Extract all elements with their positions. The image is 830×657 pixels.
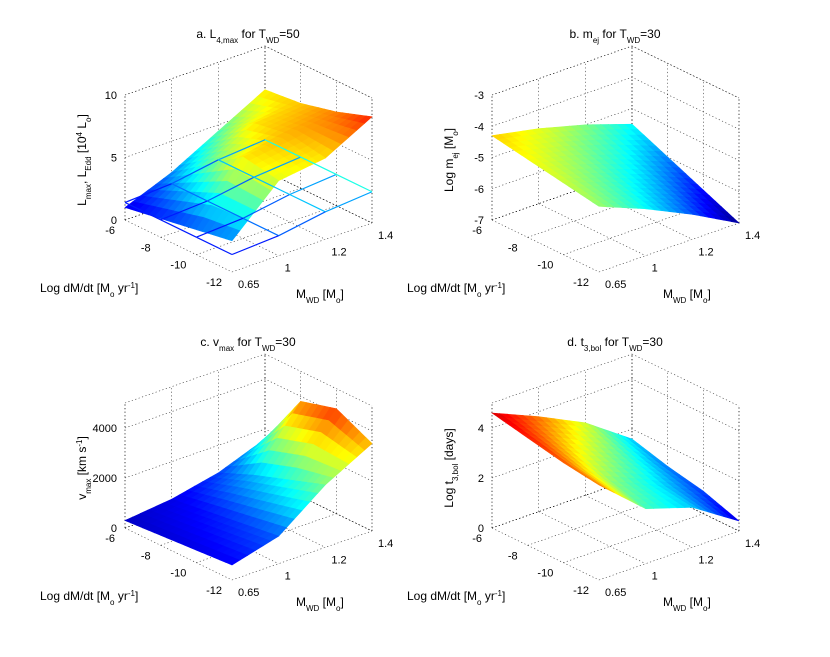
- x-tick-label: -10: [170, 260, 186, 272]
- y-tick-label: 1.2: [698, 554, 713, 566]
- panel-title: d. t3,bol for TWD=30: [567, 335, 663, 353]
- panel-4: 0 2 4 -6 -8 -10 -12 0.65 1 1.2 1.4 Log dM/dt [Mo yr…: [407, 335, 760, 613]
- z-axis-label: Log t3,bol [days]: [442, 428, 460, 507]
- x-axis-label: Log dM/dt [Mo yr-1]: [407, 281, 505, 299]
- panel-1: 0 5 10 -6 -8 -10 -12 0.65 1 1.2 1.4 Log dM/dt [Mo y…: [40, 27, 393, 305]
- x-tick-label: -6: [472, 225, 482, 237]
- z-tick-label: -4: [474, 121, 484, 133]
- x-tick-label: -6: [105, 225, 115, 237]
- x-tick-label: -8: [508, 550, 518, 562]
- y-tick-label: 1.2: [331, 246, 346, 258]
- x-axis-label: Log dM/dt [Mo yr-1]: [40, 589, 138, 607]
- surface: [490, 412, 740, 522]
- panel-title: c. vmax for TWD=30: [200, 335, 296, 353]
- y-tick-label: 1.2: [698, 246, 713, 258]
- z-tick-label: -7: [474, 215, 484, 227]
- z-tick-label: 2: [478, 473, 484, 485]
- x-tick-label: -12: [573, 585, 589, 597]
- x-tick-label: -6: [472, 533, 482, 545]
- z-tick-label: -5: [474, 153, 484, 165]
- x-tick-label: -8: [141, 242, 151, 254]
- eddington-mesh: [124, 139, 373, 256]
- surface-patch: [225, 557, 241, 566]
- surface: [124, 400, 373, 566]
- y-tick-label: 1.4: [378, 230, 393, 242]
- y-axis-label: MWD [Mo]: [296, 595, 344, 613]
- x-tick-label: -12: [573, 277, 589, 289]
- y-tick-label: 1.2: [331, 554, 346, 566]
- z-tick-label: -6: [474, 184, 484, 196]
- panel-title: b. mej for TWD=30: [569, 27, 660, 45]
- x-tick-label: -12: [206, 277, 222, 289]
- z-tick-label: 0: [111, 215, 117, 227]
- panel-title: a. L4,max for TWD=50: [196, 27, 300, 45]
- y-axis-label: MWD [Mo]: [296, 287, 344, 305]
- z-axis-label: Log mej [Mo]: [442, 128, 460, 192]
- x-tick-label: -8: [141, 550, 151, 562]
- y-axis-label: MWD [Mo]: [663, 595, 711, 613]
- y-tick-label: 0.65: [238, 279, 259, 291]
- tick-labels: 0 2000 4000 -6 -8 -10 -12 0.65 1 1.2 1.4: [93, 423, 394, 599]
- y-tick-label: 0.65: [605, 587, 626, 599]
- y-tick-label: 1: [652, 263, 658, 275]
- y-axis-label: MWD [Mo]: [663, 287, 711, 305]
- x-tick-label: -10: [170, 568, 186, 580]
- y-tick-label: 1.4: [378, 538, 393, 550]
- tick-labels: 0 5 10 -6 -8 -10 -12 0.65 1 1.2 1.4: [105, 90, 394, 291]
- z-tick-label: -3: [474, 90, 484, 102]
- z-tick-label: 4: [478, 423, 484, 435]
- surface: [124, 89, 373, 242]
- y-tick-label: 0.65: [238, 587, 259, 599]
- y-tick-label: 1: [285, 263, 291, 275]
- z-tick-label: 4000: [93, 423, 117, 435]
- surface-patch: [591, 202, 608, 208]
- y-tick-label: 1.4: [745, 230, 760, 242]
- x-tick-label: -12: [206, 585, 222, 597]
- surface-patch: [592, 481, 607, 490]
- y-tick-label: 0.65: [605, 279, 626, 291]
- x-axis-label: Log dM/dt [Mo yr-1]: [40, 281, 138, 299]
- x-tick-label: -10: [537, 260, 553, 272]
- z-tick-label: 0: [478, 523, 484, 535]
- surface: [491, 123, 740, 224]
- panel-3: 0 2000 4000 -6 -8 -10 -12 0.65 1 1.2 1.4 Log dM/dt …: [40, 335, 393, 613]
- y-tick-label: 1: [652, 571, 658, 583]
- z-tick-label: 5: [111, 153, 117, 165]
- x-tick-label: -10: [537, 568, 553, 580]
- z-tick-label: 10: [105, 90, 117, 102]
- y-tick-label: 1: [285, 571, 291, 583]
- z-tick-label: 2000: [93, 473, 117, 485]
- tick-labels: 0 2 4 -6 -8 -10 -12 0.65 1 1.2 1.4: [472, 423, 760, 599]
- y-tick-label: 1.4: [745, 538, 760, 550]
- x-tick-label: -8: [508, 242, 518, 254]
- x-tick-label: -6: [105, 533, 115, 545]
- x-axis-label: Log dM/dt [Mo yr-1]: [407, 589, 505, 607]
- z-axis-label: Lmax, LEdd [104 Lo]: [75, 114, 93, 206]
- z-axis-label: vmax [km s-1]: [75, 436, 93, 500]
- z-tick-label: 0: [111, 523, 117, 535]
- surface-patch: [225, 228, 241, 242]
